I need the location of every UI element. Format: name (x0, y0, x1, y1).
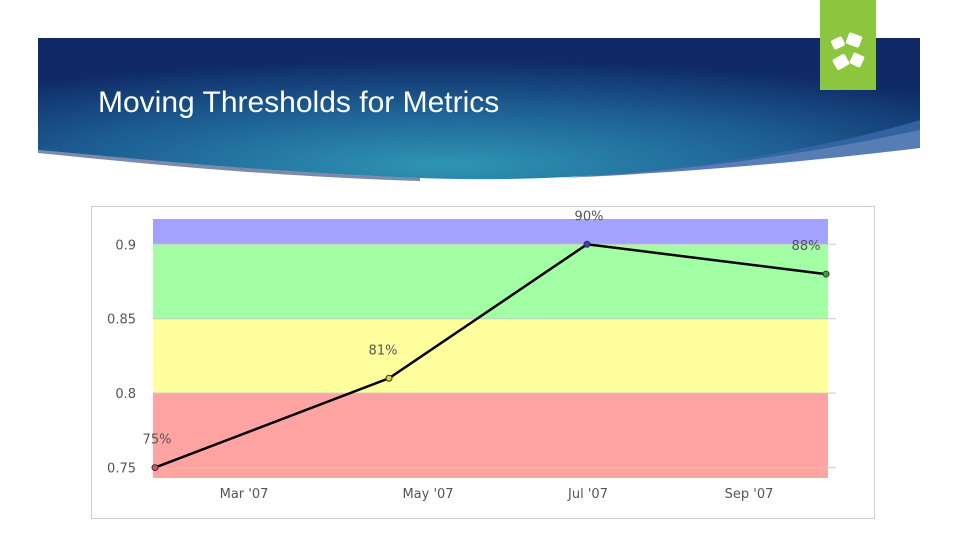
data-point (583, 240, 591, 248)
data-point (385, 374, 393, 382)
data-labels: 75% 81% 90% 88% (143, 209, 821, 447)
y-axis-ticks: 0.75 0.8 0.85 0.9 (107, 238, 136, 476)
y-tick-label: 0.9 (115, 238, 136, 253)
threshold-bands (153, 219, 828, 478)
data-point (822, 270, 830, 278)
x-tick-label: May '07 (402, 487, 453, 502)
x-axis-ticks: Mar '07 May '07 Jul '07 Sep '07 (220, 487, 774, 502)
y-tick-label: 0.85 (107, 313, 136, 328)
x-tick-label: Sep '07 (725, 487, 774, 502)
y-tick-label: 0.75 (107, 462, 136, 477)
data-label: 88% (792, 239, 821, 254)
threshold-band-3 (153, 219, 828, 245)
series-line-path (154, 243, 827, 469)
slide-title: Moving Thresholds for Metrics (98, 86, 500, 119)
threshold-line-chart: 0.75 0.8 0.85 0.9 Mar '07 May '07 Jul '07 Sep … (107, 209, 836, 502)
title-banner (38, 38, 920, 181)
grid-lines (153, 243, 836, 469)
threshold-band-1 (153, 318, 828, 394)
data-label: 90% (575, 209, 604, 224)
threshold-band-2 (153, 244, 828, 319)
x-tick-label: Jul '07 (567, 487, 608, 502)
brand-logo-icon (820, 0, 876, 90)
threshold-band-0 (153, 393, 828, 478)
data-points (151, 240, 830, 472)
series-line (154, 243, 827, 469)
data-label: 75% (143, 433, 172, 448)
x-tick-label: Mar '07 (220, 487, 269, 502)
y-tick-label: 0.8 (115, 387, 136, 402)
data-label: 81% (369, 343, 398, 358)
data-point (151, 464, 159, 472)
